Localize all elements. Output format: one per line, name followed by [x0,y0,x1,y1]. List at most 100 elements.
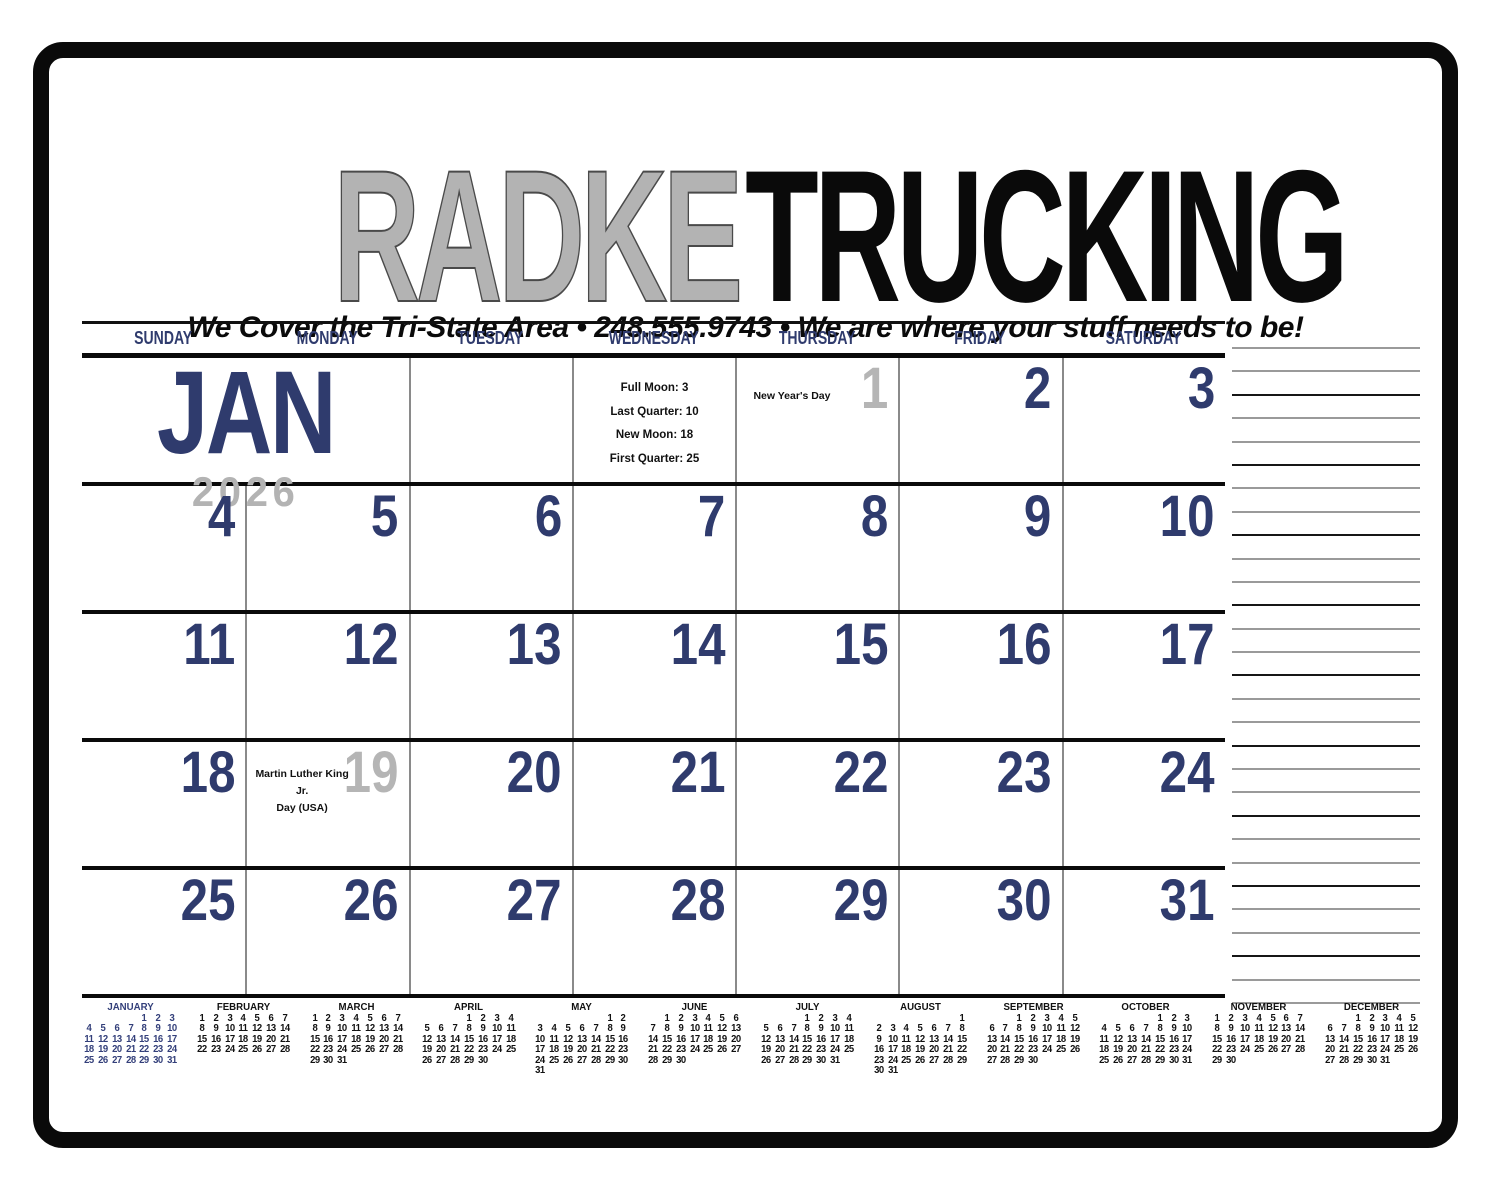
mini-day: 5 [367,1013,373,1024]
mini-calendar-title: DECEMBER [1343,1001,1400,1013]
memo-rule-line [1232,557,1420,560]
day-number: 31 [1160,868,1215,933]
mini-day: 3 [227,1013,232,1024]
mini-day: 11 [351,1023,362,1035]
mini-day: 23 [618,1044,629,1056]
mini-calendar-days: 1 2 3 4 5 6 7 8 9 10 11 12 13 14 15 16 17 18 19 20 21 22 23 24 2… [646,1013,743,1066]
mini-calendar-days: 1 2 3 4 5 6 7 8 9 10 11 12 13 14 15 16 17 18 19 20 21 22 23 24 2… [1097,1013,1194,1066]
mini-day: 13 [111,1033,122,1045]
day-number: 13 [507,612,562,677]
mini-day: 11 [1099,1033,1110,1045]
memo-rule-line [1232,931,1420,934]
mini-day: 20 [266,1033,276,1045]
month-abbreviation: JAN [156,347,336,479]
mini-day: 28 [1295,1044,1305,1056]
mini-day: 3 [890,1023,895,1035]
mini-day: 27 [731,1044,741,1056]
mini-day: 24 [491,1044,502,1056]
mini-day: 23 [1226,1044,1236,1056]
mini-day: 6 [1129,1023,1135,1035]
mini-day: 7 [282,1013,288,1024]
day-cell: 22 [735,742,898,866]
mini-day: 11 [549,1033,559,1045]
mini-day: 17 [689,1033,700,1045]
memo-rule-line [1232,955,1420,958]
mini-day: 25 [1253,1044,1264,1056]
mini-day: 14 [1000,1033,1011,1045]
day-cell: 4 [82,486,245,610]
brand-name-trucking: TRUCKING [745,131,1349,341]
mini-day: 5 [565,1023,571,1035]
mini-calendar-september: SEPTEMBER 1 2 3 4 5 6 7 8 9 10 11 12 13 14 15 16 17 18 19 20… [985,1001,1082,1076]
mini-day: 24 [224,1044,235,1056]
memo-rule-line [1232,884,1420,887]
mini-day: 6 [438,1023,444,1035]
mini-day: 23 [873,1054,884,1066]
mini-day: 21 [392,1033,403,1045]
mini-day: 1 [1157,1013,1163,1024]
memo-rule-line [1232,393,1420,396]
mini-day: 12 [422,1033,433,1045]
mini-day: 3 [169,1013,175,1024]
mini-day: 1 [664,1013,670,1024]
memo-rule-line [1232,651,1420,654]
mini-day: 20 [1127,1044,1137,1056]
mini-day: 22 [1014,1044,1024,1056]
mini-day: 6 [1327,1023,1333,1035]
mini-day: 1 [607,1013,612,1024]
mini-day: 7 [1143,1023,1149,1035]
holiday-label: Martin Luther King Jr. Day (USA) [255,768,349,814]
day-number: 12 [343,612,399,677]
day-cell: 10 [1061,484,1225,610]
memo-rule-line [1232,814,1420,817]
mini-day: 21 [788,1044,799,1056]
mini-day: 5 [424,1023,430,1035]
mini-day: 15 [464,1033,474,1045]
mini-day: 28 [280,1044,290,1056]
mini-day: 16 [873,1044,884,1056]
day-cell: 27 [408,870,572,994]
mini-day: 4 [1101,1023,1107,1035]
moon-phase-line: Full Moon: 3 [620,382,689,394]
mini-day: 22 [662,1044,672,1056]
mini-day: 17 [1042,1033,1052,1045]
mini-day: 20 [436,1044,447,1056]
mini-day: 22 [464,1044,474,1056]
mini-day: 4 [240,1013,246,1024]
mini-day: 29 [1212,1054,1222,1066]
mini-day: 30 [1226,1054,1236,1066]
mini-day: 29 [956,1054,967,1066]
mini-day: 18 [549,1044,559,1056]
mini-day: 16 [210,1033,221,1045]
memo-rule-line [1232,487,1420,490]
month-year-cell: JAN 2026 [82,347,409,516]
mini-day: 10 [1042,1023,1052,1035]
mini-day: 6 [114,1023,120,1035]
mini-day: 29 [1352,1054,1363,1066]
brand-name-radke: RADKE [333,131,744,341]
day-number: 6 [534,484,562,549]
day-number: 9 [1024,484,1052,549]
mini-day: 14 [1338,1033,1349,1045]
mini-day: 2 [818,1013,824,1024]
mini-day: 21 [590,1044,601,1056]
mini-day: 4 [508,1013,513,1024]
mini-day: 30 [477,1054,488,1066]
day-number: 2 [1024,356,1052,421]
mini-day: 14 [125,1033,136,1045]
mini-day: 26 [1069,1044,1080,1056]
mini-day: 3 [1044,1013,1050,1024]
mini-day: 8 [141,1023,147,1035]
mini-day: 2 [620,1013,626,1024]
mini-day: 11 [703,1023,714,1035]
mini-day: 13 [266,1023,276,1035]
day-number: 10 [1160,484,1215,549]
mini-day: 19 [563,1044,573,1056]
mini-day: 6 [268,1013,274,1024]
mini-day: 10 [887,1033,898,1045]
mini-day: 1 [199,1013,205,1024]
memo-rule-line [1232,978,1420,981]
mini-day: 1 [959,1013,965,1024]
mini-day: 26 [365,1044,375,1056]
mini-day: 15 [139,1033,150,1045]
